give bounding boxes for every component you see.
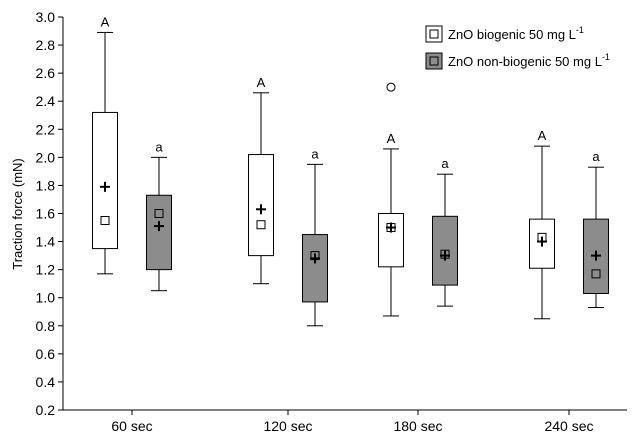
box-iqr: [302, 234, 328, 303]
significance-label: a: [311, 146, 319, 161]
median-marker: [154, 209, 164, 218]
x-category-label: 120 sec: [263, 418, 312, 433]
y-tick-label: 0.4: [36, 374, 56, 390]
significance-label: a: [592, 149, 600, 164]
x-category-label: 240 sec: [544, 418, 593, 433]
y-tick-label: 1.4: [36, 234, 56, 250]
y-tick-label: 1.6: [36, 206, 56, 222]
y-tick-label: 1.2: [36, 262, 56, 278]
y-tick-label: 2.8: [36, 37, 56, 53]
y-tick-label: 2.2: [36, 121, 56, 137]
box-biogenic: A: [92, 14, 118, 275]
legend-swatch: [425, 52, 443, 70]
box-iqr: [146, 194, 172, 271]
y-tick-label: 2.6: [36, 65, 56, 81]
box-iqr: [92, 111, 118, 250]
axes-group: 0.2 0.4 0.6 0.8 1.0 1.2 1.4 1.6 1.8 2.0 2.2 2.4 2.6 2…: [36, 9, 627, 433]
outlier-point: [386, 82, 396, 92]
legend-label: ZnO biogenic 50 mg L-1: [448, 25, 584, 42]
y-tick-label: 2.4: [36, 93, 56, 109]
median-marker: [591, 269, 601, 279]
box-biogenic: A: [529, 128, 555, 320]
box-non-biogenic: a: [583, 149, 609, 309]
box-biogenic: A: [378, 82, 404, 317]
legend-swatch-marker: [429, 29, 439, 39]
x-category-label: 60 sec: [111, 418, 152, 433]
significance-label: A: [387, 131, 396, 146]
box-biogenic: A: [248, 75, 274, 285]
legend: ZnO biogenic 50 mg L-1 ZnO non-biogenic 5…: [425, 25, 610, 70]
y-tick-label: 1.0: [36, 290, 56, 306]
legend-swatch-marker: [429, 56, 439, 66]
significance-label: A: [257, 75, 266, 90]
y-axis-label: Traction force (mN): [10, 158, 25, 269]
y-tick-label: 0.8: [36, 318, 56, 334]
y-tick-label: 1.8: [36, 177, 56, 193]
y-tick-label: 0.2: [36, 402, 56, 418]
legend-swatch: [425, 25, 443, 43]
box-non-biogenic: a: [302, 146, 328, 327]
median-marker: [100, 216, 110, 226]
box-non-biogenic: a: [432, 156, 458, 307]
y-tick-label: 2.0: [36, 149, 56, 165]
box-non-biogenic: a: [146, 139, 172, 292]
y-tick-label: 0.6: [36, 346, 56, 362]
box-iqr: [378, 213, 404, 268]
legend-label: ZnO non-biogenic 50 mg L-1: [448, 52, 610, 69]
significance-label: A: [538, 128, 547, 143]
significance-label: a: [441, 156, 449, 171]
significance-label: A: [101, 14, 110, 29]
y-tick-label: 3.0: [36, 9, 56, 25]
median-marker: [256, 220, 266, 230]
x-category-label: 180 sec: [393, 418, 442, 433]
significance-label: a: [155, 139, 163, 154]
boxes-group: A A A Aa a a a: [92, 14, 609, 327]
